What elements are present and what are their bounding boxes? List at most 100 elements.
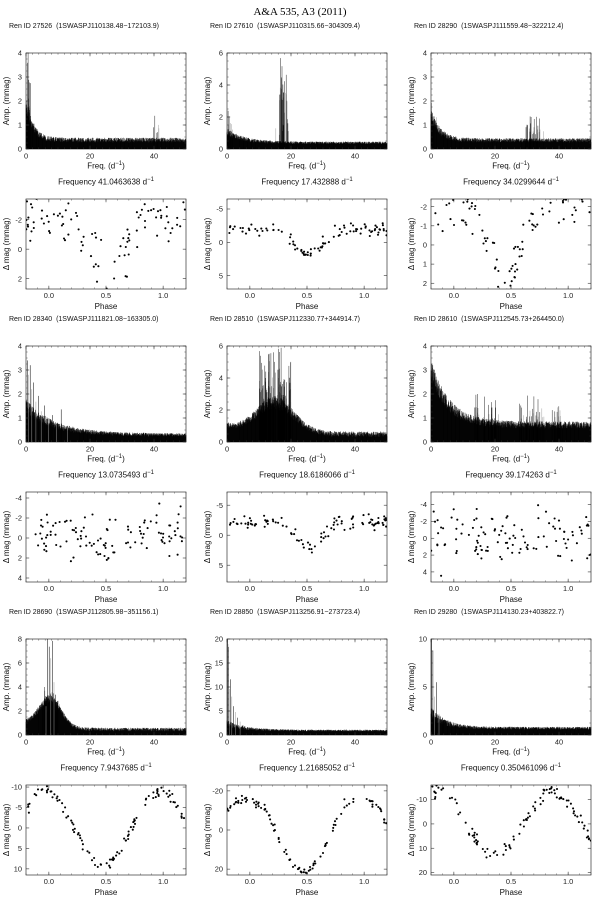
svg-text:0.5: 0.5 — [101, 584, 111, 593]
svg-text:6: 6 — [219, 342, 223, 351]
svg-text:1.0: 1.0 — [359, 877, 369, 886]
svg-text:2: 2 — [423, 390, 427, 399]
svg-text:8: 8 — [18, 635, 22, 644]
svg-text:Δ mag (mmag): Δ mag (mmag) — [2, 217, 11, 270]
svg-text:40: 40 — [150, 738, 158, 747]
svg-text:Amp. (mmag): Amp. (mmag) — [2, 369, 11, 418]
svg-text:0.0: 0.0 — [245, 584, 255, 593]
svg-text:0.0: 0.0 — [44, 291, 54, 300]
svg-text:0.5: 0.5 — [506, 291, 516, 300]
svg-text:0: 0 — [219, 438, 223, 447]
svg-text:1.0: 1.0 — [359, 584, 369, 593]
svg-text:0: 0 — [423, 820, 427, 829]
svg-text:20: 20 — [491, 152, 499, 161]
svg-text:0: 0 — [24, 738, 28, 747]
svg-text:Amp. (mmag): Amp. (mmag) — [2, 76, 11, 125]
svg-text:4: 4 — [18, 574, 22, 583]
svg-text:4: 4 — [18, 342, 22, 351]
svg-text:Amp. (mmag): Amp. (mmag) — [407, 369, 416, 418]
svg-text:2: 2 — [423, 97, 427, 106]
svg-text:4: 4 — [423, 568, 427, 577]
svg-text:2: 2 — [219, 406, 223, 415]
svg-text:Δ mag (mmag): Δ mag (mmag) — [203, 510, 212, 563]
svg-text:40: 40 — [351, 738, 359, 747]
svg-text:0.0: 0.0 — [449, 291, 459, 300]
svg-text:0: 0 — [18, 245, 22, 254]
svg-text:0: 0 — [18, 145, 22, 154]
svg-text:1.0: 1.0 — [158, 584, 168, 593]
svg-text:Δ mag (mmag): Δ mag (mmag) — [203, 217, 212, 270]
svg-text:40: 40 — [555, 738, 563, 747]
svg-text:4: 4 — [18, 49, 22, 58]
svg-text:0: 0 — [225, 445, 229, 454]
svg-text:20: 20 — [86, 152, 94, 161]
svg-text:20: 20 — [86, 445, 94, 454]
svg-text:0: 0 — [18, 731, 22, 740]
svg-text:20: 20 — [86, 738, 94, 747]
svg-text:4: 4 — [18, 683, 22, 692]
svg-text:1.0: 1.0 — [563, 877, 573, 886]
svg-text:0: 0 — [429, 152, 433, 161]
svg-text:1: 1 — [18, 414, 22, 423]
svg-text:1.0: 1.0 — [158, 291, 168, 300]
svg-text:Δ mag (mmag): Δ mag (mmag) — [2, 803, 11, 856]
svg-text:3: 3 — [423, 366, 427, 375]
svg-text:5: 5 — [219, 707, 223, 716]
svg-text:Amp. (mmag): Amp. (mmag) — [2, 662, 11, 711]
svg-text:0: 0 — [423, 534, 427, 543]
svg-text:3: 3 — [423, 73, 427, 82]
svg-text:0: 0 — [225, 152, 229, 161]
svg-text:Amp. (mmag): Amp. (mmag) — [203, 76, 212, 125]
svg-text:0: 0 — [24, 152, 28, 161]
svg-text:0: 0 — [423, 438, 427, 447]
svg-text:0.5: 0.5 — [506, 584, 516, 593]
svg-text:2: 2 — [18, 554, 22, 563]
svg-text:2: 2 — [423, 551, 427, 560]
svg-text:0.0: 0.0 — [44, 877, 54, 886]
svg-text:0: 0 — [24, 445, 28, 454]
svg-text:40: 40 — [351, 445, 359, 454]
svg-text:0: 0 — [219, 531, 223, 540]
svg-text:1: 1 — [18, 121, 22, 130]
svg-text:0: 0 — [219, 145, 223, 154]
svg-text:40: 40 — [351, 152, 359, 161]
svg-text:1: 1 — [423, 414, 427, 423]
svg-text:0.0: 0.0 — [44, 584, 54, 593]
svg-text:20: 20 — [491, 738, 499, 747]
svg-text:0.5: 0.5 — [302, 584, 312, 593]
svg-text:20: 20 — [287, 738, 295, 747]
svg-text:20: 20 — [287, 152, 295, 161]
svg-text:0: 0 — [423, 731, 427, 740]
svg-text:0: 0 — [219, 238, 223, 247]
svg-text:1: 1 — [423, 121, 427, 130]
svg-text:0.5: 0.5 — [101, 877, 111, 886]
svg-text:5: 5 — [219, 271, 223, 280]
svg-text:5: 5 — [18, 844, 22, 853]
svg-text:0: 0 — [219, 731, 223, 740]
svg-text:Δ mag (mmag): Δ mag (mmag) — [407, 217, 416, 270]
svg-text:Δ mag (mmag): Δ mag (mmag) — [203, 803, 212, 856]
svg-text:5: 5 — [423, 683, 427, 692]
svg-text:Δ mag (mmag): Δ mag (mmag) — [2, 510, 11, 563]
svg-text:0: 0 — [423, 241, 427, 250]
svg-text:1.0: 1.0 — [158, 877, 168, 886]
svg-text:2: 2 — [18, 390, 22, 399]
svg-text:40: 40 — [555, 152, 563, 161]
svg-text:5: 5 — [219, 561, 223, 570]
svg-text:1.0: 1.0 — [359, 291, 369, 300]
svg-text:6: 6 — [219, 49, 223, 58]
svg-text:0: 0 — [18, 534, 22, 543]
svg-text:6: 6 — [18, 659, 22, 668]
svg-text:3: 3 — [18, 366, 22, 375]
svg-text:0: 0 — [18, 824, 22, 833]
svg-text:4: 4 — [423, 342, 427, 351]
svg-text:1: 1 — [423, 260, 427, 269]
svg-text:0.5: 0.5 — [506, 877, 516, 886]
svg-text:2: 2 — [18, 274, 22, 283]
svg-text:0.0: 0.0 — [449, 584, 459, 593]
svg-text:3: 3 — [18, 73, 22, 82]
svg-text:1.0: 1.0 — [563, 584, 573, 593]
svg-text:4: 4 — [219, 374, 223, 383]
svg-text:0: 0 — [225, 738, 229, 747]
svg-text:4: 4 — [423, 49, 427, 58]
